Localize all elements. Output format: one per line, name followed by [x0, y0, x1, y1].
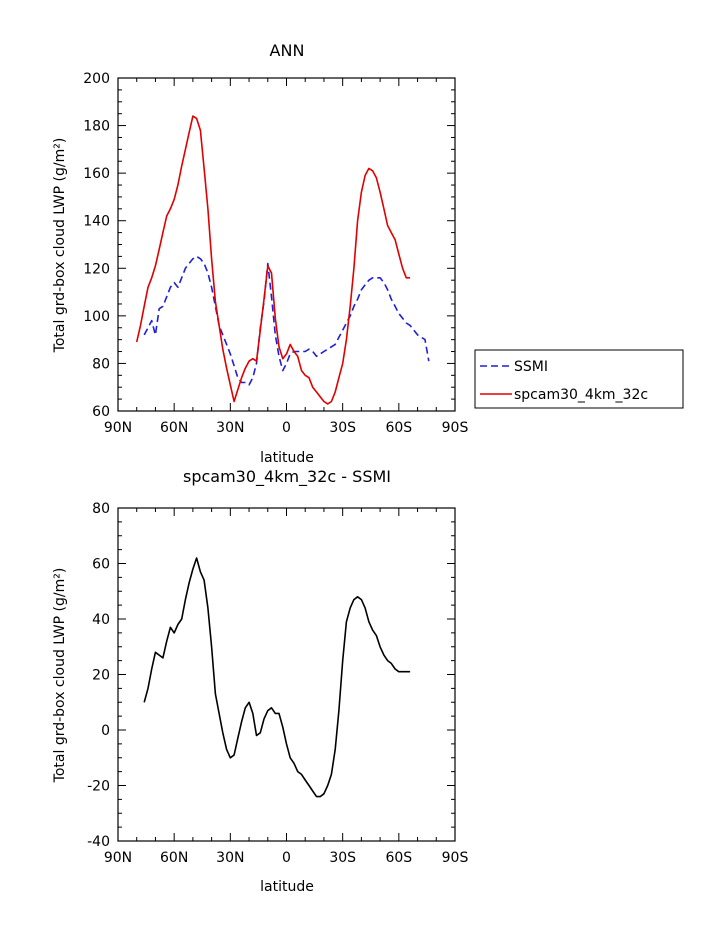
y-tick-label: 40 [92, 612, 110, 628]
panel-top-plot-frame [117, 77, 456, 412]
panel-bottom: spcam30_4km_32c - SSMI 90N 60N 30N 0 30S 60S 9… [52, 467, 468, 895]
y-tick-label: 20 [92, 668, 110, 684]
x-tick-label: 30N [216, 420, 244, 436]
panel-bottom-ylabel: Total grd-box cloud LWP (g/m²) [52, 568, 68, 784]
panel-bottom-plot-frame [117, 507, 456, 842]
legend-label-spcam: spcam30_4km_32c [514, 387, 648, 403]
panel-bottom-title: spcam30_4km_32c - SSMI [183, 467, 391, 487]
y-tick-label: 200 [83, 71, 110, 87]
x-tick-label: 30S [329, 420, 356, 436]
x-tick-label: 60S [385, 420, 412, 436]
y-tick-label: 60 [92, 404, 110, 420]
x-tick-label: 0 [282, 850, 291, 866]
y-tick-label: -40 [87, 834, 110, 850]
series-line-ssmi [143, 255, 430, 386]
y-tick-label: 160 [83, 166, 110, 182]
x-tick-label: 60N [160, 850, 188, 866]
x-tick-label: 60N [160, 420, 188, 436]
panel-top-ylabel: Total grd-box cloud LWP (g/m²) [52, 138, 68, 354]
panel-top-xlabel: latitude [260, 450, 314, 466]
y-tick-label: 80 [92, 356, 110, 372]
panel-top-title: ANN [270, 41, 305, 60]
series-line-difference [143, 557, 411, 798]
x-tick-label: 90S [442, 850, 469, 866]
x-tick-label: 90N [104, 850, 132, 866]
series-line-spcam30-4km-32c [135, 115, 411, 405]
y-tick-label: 180 [83, 119, 110, 135]
panel-bottom-xlabel: latitude [260, 879, 314, 895]
y-tick-label: 80 [92, 501, 110, 517]
x-tick-label: 0 [282, 420, 291, 436]
y-tick-label: 0 [101, 723, 110, 739]
y-tick-label: 100 [83, 309, 110, 325]
legend-label-ssmi: SSMI [514, 359, 548, 375]
panel-top: ANN 90N 60N 30N 0 30S 60S 90S 60 80 100 120 140 160… [52, 41, 684, 466]
y-tick-label: -20 [87, 779, 110, 795]
y-tick-label: 140 [83, 214, 110, 230]
y-tick-label: 120 [83, 261, 110, 277]
x-tick-label: 60S [385, 850, 412, 866]
y-tick-label: 60 [92, 557, 110, 573]
x-tick-label: 30S [329, 850, 356, 866]
x-tick-label: 30N [216, 850, 244, 866]
x-tick-label: 90N [104, 420, 132, 436]
legend: SSMI spcam30_4km_32c [474, 349, 684, 409]
x-tick-label: 90S [442, 420, 469, 436]
legend-box [474, 349, 684, 409]
